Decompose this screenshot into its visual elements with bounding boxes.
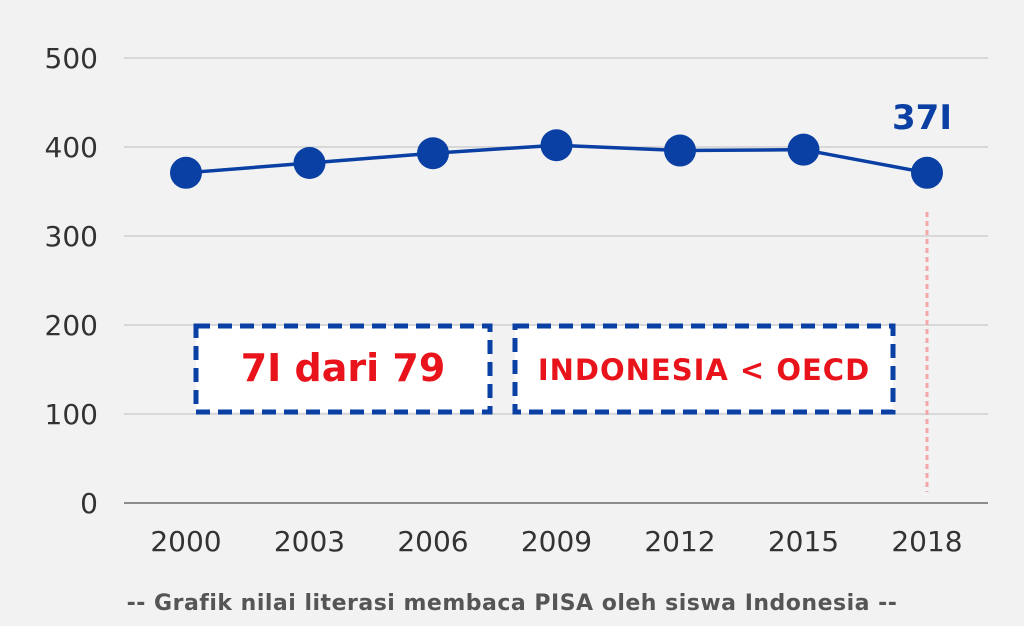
data-point [417,137,449,170]
y-tick-label: 500 [45,42,98,75]
x-tick-label: 2009 [521,525,592,558]
rank-annotation-text: 7I dari 79 [241,346,446,390]
rank-annotation-box [193,323,493,415]
data-point [540,129,573,162]
data-point [170,156,202,189]
y-tick-label: 100 [45,398,98,431]
comparison-annotation-box [512,323,896,415]
x-tick-label: 2018 [891,525,962,558]
data-point [911,156,943,189]
x-tick-label: 2006 [397,525,468,558]
data-point [787,133,820,166]
y-tick-label: 200 [45,309,98,342]
y-tick-label: 0 [80,487,98,520]
data-point [293,147,326,180]
comparison-annotation-text: INDONESIA < OECD [538,353,870,387]
y-tick-label: 300 [45,220,98,253]
last-value-label: 37I [892,98,952,138]
x-tick-label: 2000 [150,525,221,558]
chart-caption: -- Grafik nilai literasi membaca PISA ol… [127,591,898,616]
y-tick-label: 400 [45,131,98,164]
x-tick-label: 2015 [768,525,839,558]
x-tick-label: 2003 [274,525,345,558]
data-point [664,134,696,167]
x-tick-label: 2012 [644,525,715,558]
